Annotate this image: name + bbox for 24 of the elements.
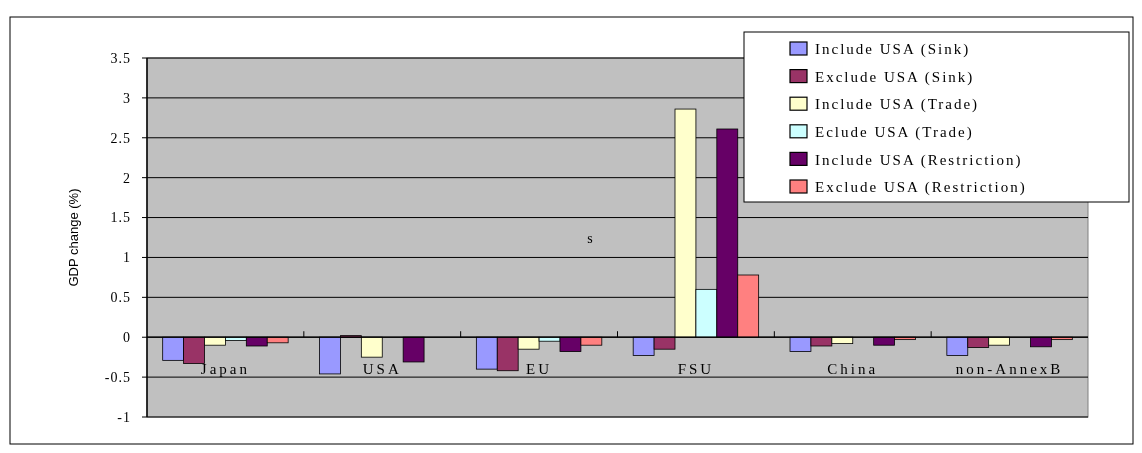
x-tick-label: Japan [200,361,250,378]
y-tick-label: -1 [117,409,131,425]
x-tick-label: FSU [677,361,715,378]
legend-label: Exclude USA (Sink) [815,68,975,86]
x-tick-label: non-AnnexB [955,361,1064,378]
y-tick-label: 2 [123,170,131,186]
y-tick-label: 1.5 [110,210,131,226]
y-tick-label: 2.5 [110,130,131,146]
legend-label: Include USA (Restriction) [815,151,1023,169]
x-tick-label: EU [526,361,553,378]
x-tick-label: USA [362,361,402,378]
legend-label: Include USA (Sink) [815,41,971,59]
y-tick-label: 3.5 [110,50,131,66]
annotation: s [587,231,593,246]
legend-label: Eclude USA (Trade) [815,124,974,142]
y-axis-title: GDP change (%) [66,188,81,287]
y-tick-label: 0.5 [110,290,131,306]
y-tick-label: 3 [123,90,131,106]
y-tick-label: 0 [123,330,131,346]
y-tick-label: -0.5 [104,370,131,386]
legend-label: Include USA (Trade) [815,96,980,114]
legend-label: Exclude USA (Restriction) [815,179,1027,197]
y-tick-label: 1 [123,250,131,266]
x-tick-label: China [827,361,879,378]
